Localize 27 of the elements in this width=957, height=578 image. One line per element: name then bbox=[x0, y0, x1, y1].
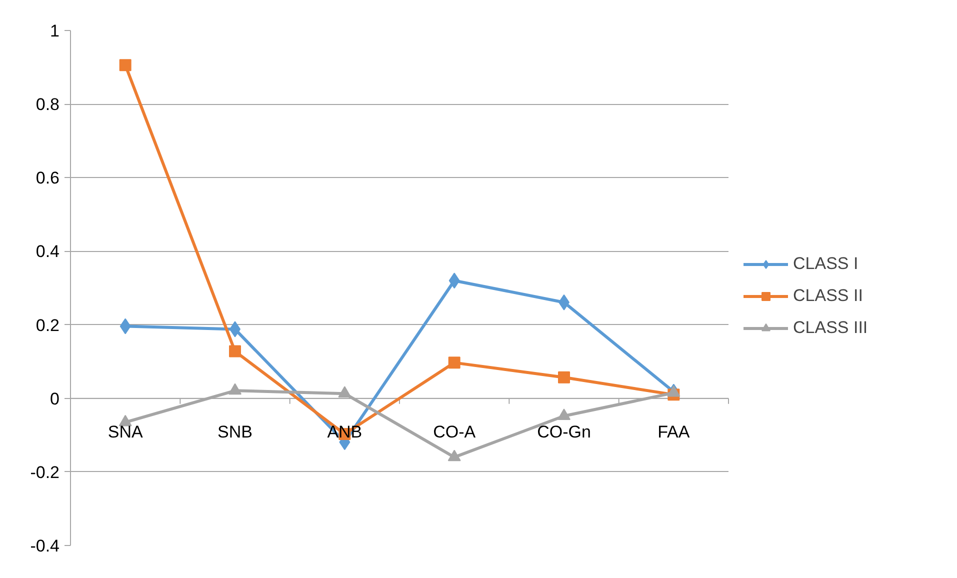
x-tick-label: CO-A bbox=[433, 422, 476, 442]
point bbox=[229, 345, 241, 358]
y-tick-label: -0.4 bbox=[30, 536, 60, 556]
point bbox=[558, 371, 570, 384]
legend-label: CLASS I bbox=[793, 254, 858, 274]
y-tick-label: 0 bbox=[50, 389, 60, 408]
point bbox=[448, 356, 460, 369]
point bbox=[228, 383, 242, 395]
x-tick-label: SNB bbox=[218, 422, 252, 442]
y-tick-label: 0.4 bbox=[36, 242, 60, 262]
point bbox=[558, 408, 570, 420]
x-tick-label: ANB bbox=[327, 422, 362, 442]
y-tick-label: -0.2 bbox=[30, 462, 60, 482]
point bbox=[667, 385, 680, 397]
point bbox=[448, 450, 461, 462]
point bbox=[119, 59, 132, 72]
x-tick-label: CO-Gn bbox=[537, 422, 591, 442]
x-tick-label: SNA bbox=[108, 422, 144, 442]
y-tick-label: 0.2 bbox=[36, 316, 60, 335]
y-tick-label: 1 bbox=[50, 22, 60, 40]
legend-label: CLASS II bbox=[793, 286, 863, 306]
y-tick-label: 0.8 bbox=[36, 95, 60, 114]
legend-label: CLASS III bbox=[793, 318, 868, 338]
point bbox=[118, 414, 132, 426]
y-tick-label: 0.6 bbox=[36, 168, 60, 188]
x-tick-label: FAA bbox=[658, 422, 690, 442]
point bbox=[338, 386, 352, 398]
